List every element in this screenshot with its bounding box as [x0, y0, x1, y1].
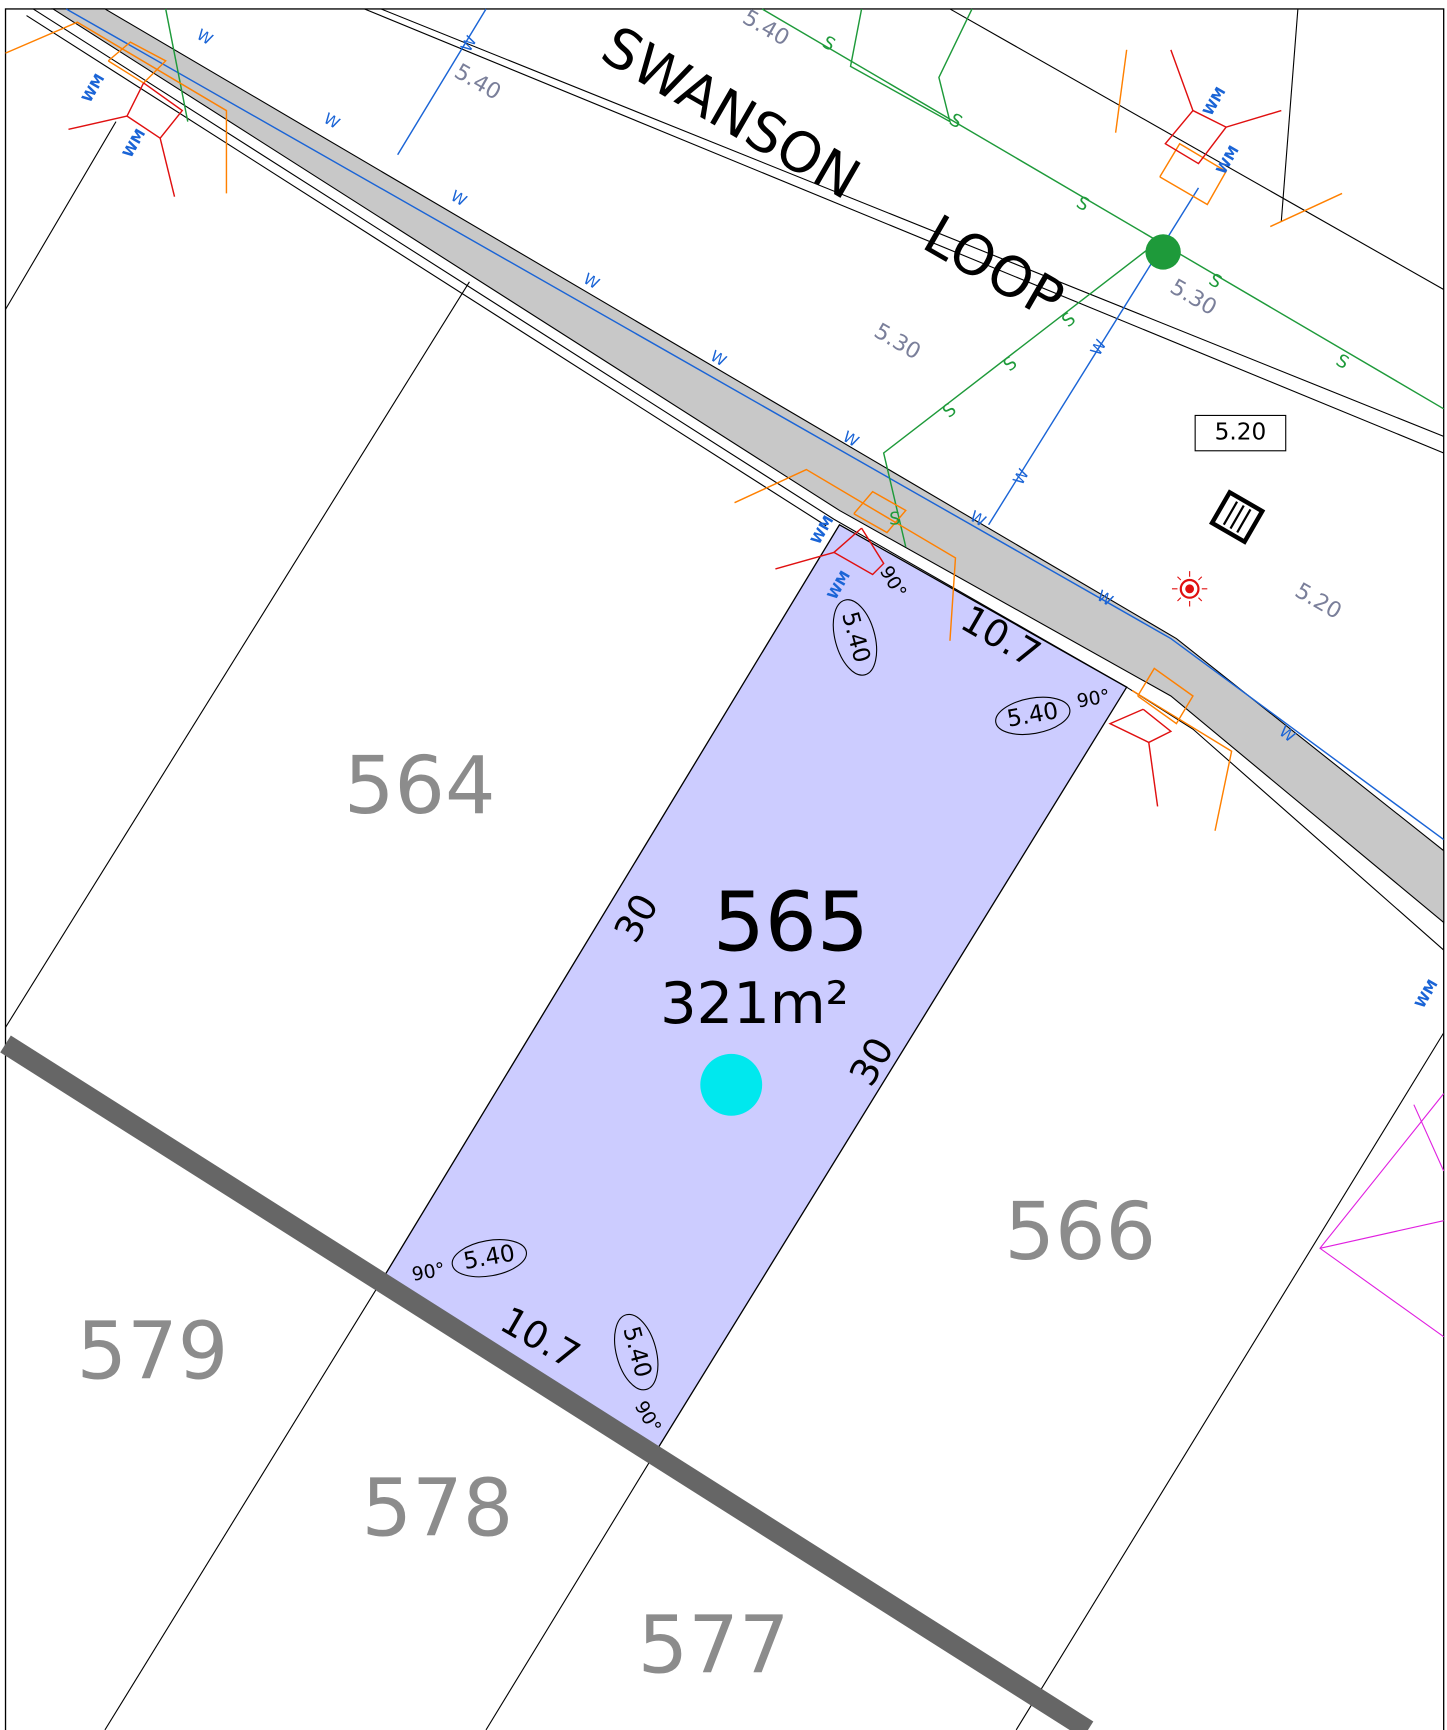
lot-number: 578 — [362, 1461, 514, 1554]
spot-level: 5.20 — [1215, 419, 1267, 446]
boundaries — [5, 8, 1445, 1730]
lot-number: 579 — [77, 1305, 229, 1398]
pit — [1209, 489, 1266, 545]
level-ellipses — [451, 599, 1071, 1391]
lot-marker — [700, 1053, 763, 1116]
lot-number: 565 — [713, 875, 869, 970]
verge — [51, 8, 1445, 924]
lot-area: 321m² — [660, 970, 849, 1037]
sewer-junction — [1145, 234, 1181, 270]
light-pole — [1171, 571, 1208, 607]
easement — [1319, 1093, 1445, 1338]
s-label: S — [889, 509, 900, 529]
lot-number: 564 — [344, 739, 496, 832]
lot-number: 577 — [638, 1598, 790, 1691]
rear-boundary — [0, 1035, 1094, 1730]
utilities — [5, 8, 1445, 841]
spot-level-box — [1194, 414, 1287, 452]
lot-number: 566 — [1004, 1185, 1156, 1278]
